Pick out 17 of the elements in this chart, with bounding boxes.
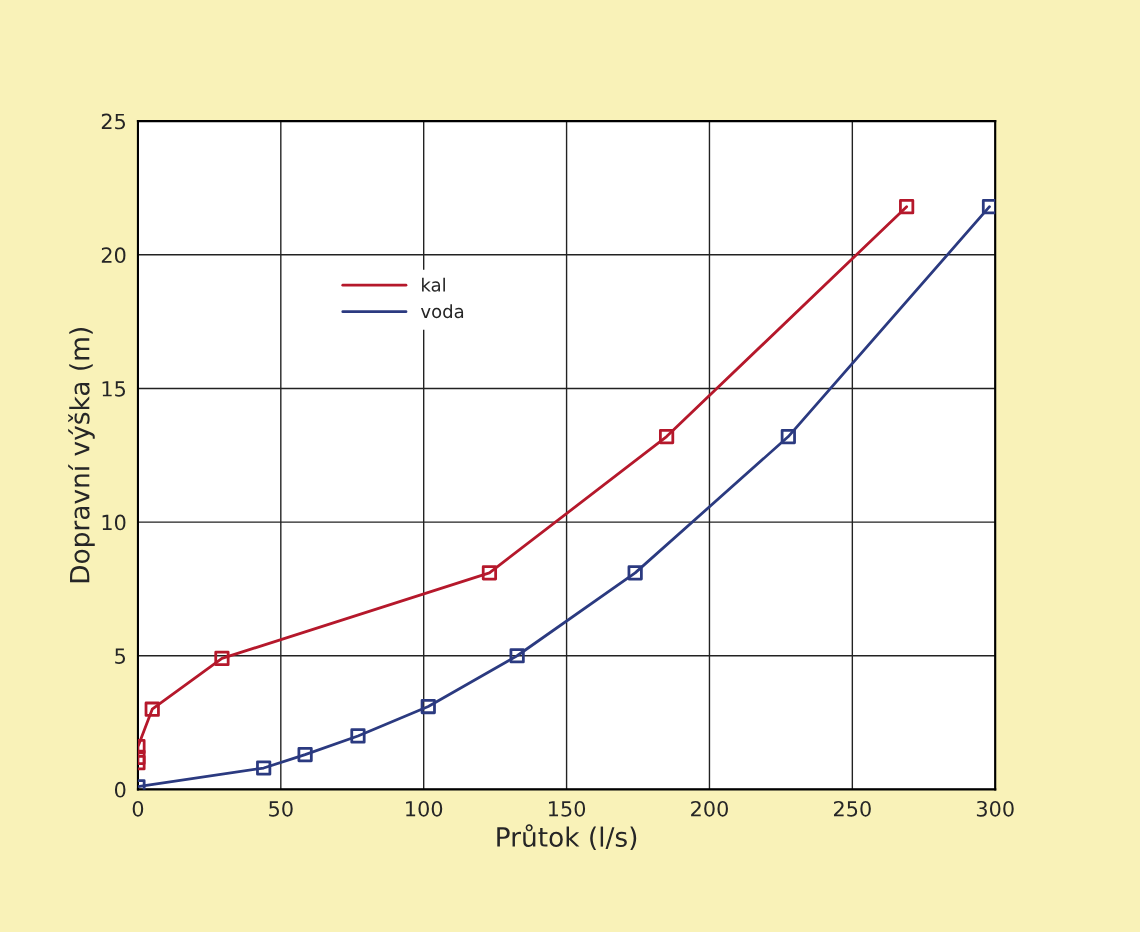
y-tick-label: 15 [102,381,126,397]
x-tick-label: 100 [406,800,443,817]
x-axis-title: Průtok (l/s) [497,824,637,851]
legend-label: voda [420,304,464,319]
y-tick-label: 20 [101,247,126,264]
x-tick-label: 250 [833,800,871,817]
y-tick-label: 5 [115,648,126,664]
legend-label: kal [422,277,445,292]
y-tick-label: 10 [102,514,126,531]
x-tick-label: 300 [976,800,1014,817]
x-tick-label: 200 [691,800,728,817]
y-tick-label: 25 [101,113,126,130]
x-tick-label: 0 [132,800,144,817]
y-axis-title: Dopravní výška (m) [68,328,95,583]
y-tick-label: 0 [114,781,126,798]
x-tick-label: 50 [269,800,293,817]
x-tick-label: 150 [548,800,586,817]
